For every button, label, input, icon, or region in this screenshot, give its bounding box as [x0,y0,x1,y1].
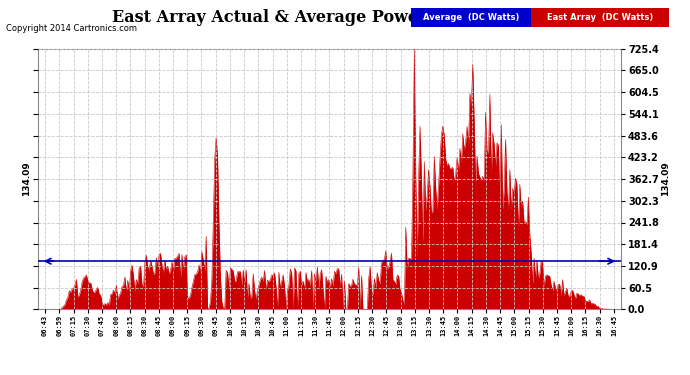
Text: 134.09: 134.09 [660,161,670,195]
Text: East Array Actual & Average Power Tue Nov 4 16:46: East Array Actual & Average Power Tue No… [112,9,578,26]
Text: Average  (DC Watts): Average (DC Watts) [423,13,519,22]
Text: Copyright 2014 Cartronics.com: Copyright 2014 Cartronics.com [6,24,137,33]
Text: East Array  (DC Watts): East Array (DC Watts) [547,13,653,22]
Text: 134.09: 134.09 [21,161,31,195]
